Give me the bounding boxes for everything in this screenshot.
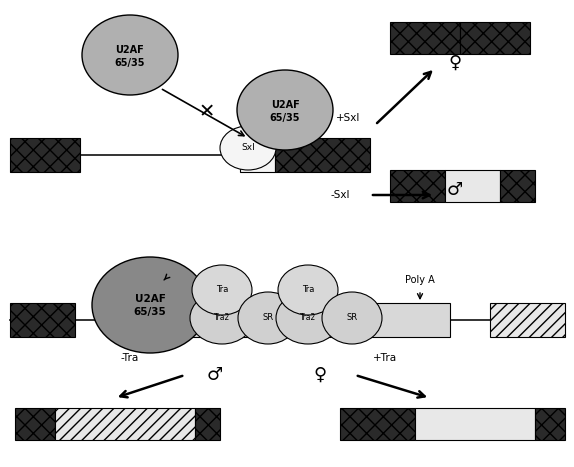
Text: +Tra: +Tra (373, 353, 397, 363)
Text: -Tra: -Tra (121, 353, 139, 363)
Ellipse shape (82, 15, 178, 95)
Text: ✕: ✕ (199, 102, 215, 121)
Text: SR: SR (347, 313, 358, 323)
Bar (195, 408, 220, 440)
Text: U2AF: U2AF (270, 100, 300, 110)
Text: 65/35: 65/35 (134, 307, 166, 317)
Ellipse shape (190, 292, 254, 344)
Bar (460, 22, 530, 54)
Text: ♀: ♀ (448, 54, 461, 72)
Bar (15, 408, 55, 440)
Text: -Sxl: -Sxl (330, 190, 350, 200)
Ellipse shape (92, 257, 208, 353)
Text: U2AF: U2AF (115, 45, 145, 55)
Text: +Sxl: +Sxl (336, 113, 360, 123)
Ellipse shape (192, 265, 252, 315)
Ellipse shape (220, 126, 276, 170)
Text: ♂: ♂ (207, 366, 223, 384)
Bar (10, 138, 80, 172)
Text: SR: SR (262, 313, 274, 323)
Text: Poly A: Poly A (405, 275, 435, 285)
Bar (390, 22, 460, 54)
Bar (490, 303, 565, 337)
Text: Tra2: Tra2 (300, 313, 316, 323)
Bar (10, 303, 75, 337)
Bar (415, 408, 535, 440)
Bar (390, 170, 445, 202)
Text: Tra2: Tra2 (214, 313, 230, 323)
Bar (340, 408, 415, 440)
Ellipse shape (322, 292, 382, 344)
Text: ♂: ♂ (447, 181, 463, 199)
Ellipse shape (238, 292, 298, 344)
Ellipse shape (278, 265, 338, 315)
Text: 65/35: 65/35 (270, 113, 300, 123)
Bar (445, 170, 500, 202)
Text: Tra: Tra (216, 285, 228, 295)
Ellipse shape (237, 70, 333, 150)
Bar (140, 303, 450, 337)
Text: Tra: Tra (302, 285, 314, 295)
Bar (240, 138, 275, 172)
Bar (535, 408, 565, 440)
Ellipse shape (276, 292, 340, 344)
Bar (500, 170, 535, 202)
Bar (275, 138, 370, 172)
Text: 65/35: 65/35 (115, 58, 145, 68)
Text: ♀: ♀ (313, 366, 327, 384)
Text: U2AF: U2AF (134, 294, 165, 304)
Text: Sxl: Sxl (241, 143, 255, 153)
Bar (55, 408, 195, 440)
